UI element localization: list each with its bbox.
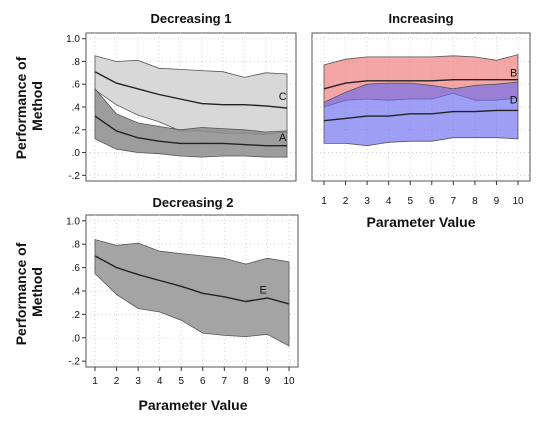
x-axis-title: Parameter Value	[139, 397, 248, 413]
x-tick-label: 9	[265, 376, 271, 387]
y-tick-label: .0	[72, 333, 81, 344]
y-axis-title-text: Performance of	[13, 56, 29, 159]
y-axis-title: Performance of Method	[13, 239, 45, 346]
band-center-line-d	[323, 109, 518, 122]
band-center-line-b	[323, 79, 518, 90]
x-tick-label: 8	[472, 196, 478, 207]
y-tick-label: -.2	[68, 357, 80, 368]
band-label: A	[279, 132, 287, 144]
y-ticks: 1.0 .8 .6 .4 .2 .0 -.2	[66, 34, 86, 182]
x-tick-label: 3	[135, 376, 141, 387]
panel-increasing: Increasing BD 1 2 3 4 5 6 7 8 9 10 Parameter Valu…	[311, 11, 531, 230]
band-a	[94, 87, 288, 158]
x-tick-label: 10	[512, 196, 524, 207]
panel-decreasing-2: Decreasing 2 E 1.0 .8 .6 .4 .2 .0 -.2 1 2 3 4 5 6 7 8…	[13, 195, 299, 413]
bands: CA	[94, 55, 288, 158]
x-ticks: 1 2 3 4 5 6 7 8 9 10	[92, 367, 295, 387]
band-e	[94, 239, 290, 347]
y-tick-label: .0	[72, 148, 81, 159]
y-tick-label: .8	[72, 57, 81, 68]
x-tick-label: 10	[283, 376, 295, 387]
panel-title: Decreasing 2	[153, 195, 234, 210]
x-tick-label: 6	[200, 376, 206, 387]
x-tick-label: 3	[364, 196, 370, 207]
x-ticks: 1 2 3 4 5 6 7 8 9 10	[321, 181, 524, 207]
y-tick-label: .2	[72, 310, 81, 321]
x-tick-label: 7	[451, 196, 457, 207]
band-center-line-c	[94, 71, 288, 109]
x-tick-label: 7	[222, 376, 228, 387]
y-tick-label: .6	[72, 263, 81, 274]
x-tick-label: 6	[429, 196, 435, 207]
panel-title: Decreasing 1	[151, 11, 232, 26]
x-tick-label: 1	[321, 196, 327, 207]
band-center-line-e	[94, 255, 290, 305]
x-tick-label: 2	[114, 376, 120, 387]
bands: BD	[323, 54, 519, 147]
x-tick-label: 4	[386, 196, 392, 207]
x-tick-label: 8	[243, 376, 249, 387]
y-ticks: 1.0 .8 .6 .4 .2 .0 -.2	[66, 216, 86, 368]
y-axis-title-text-line2: Method	[29, 267, 45, 317]
y-tick-label: -.2	[68, 171, 80, 182]
y-tick-label: .8	[72, 240, 81, 251]
x-tick-label: 5	[407, 196, 413, 207]
y-axis-title-text-line2: Method	[29, 81, 45, 131]
y-tick-label: .2	[72, 125, 81, 136]
y-tick-label: .6	[72, 80, 81, 91]
x-tick-label: 9	[494, 196, 500, 207]
y-tick-label: 1.0	[66, 34, 80, 45]
bands: E	[94, 239, 290, 347]
band-center-line-a	[94, 115, 287, 147]
y-axis-title: Performance of Method	[13, 53, 45, 160]
panel-title: Increasing	[388, 11, 453, 26]
band-label: C	[279, 91, 287, 103]
band-label: D	[510, 95, 518, 107]
band-label: B	[510, 67, 517, 79]
x-axis-title: Parameter Value	[367, 214, 476, 230]
y-tick-label: .4	[72, 287, 81, 298]
y-axis-title-text: Performance of	[13, 242, 29, 345]
band-label: E	[259, 284, 266, 296]
x-tick-label: 1	[92, 376, 98, 387]
y-tick-label: .4	[72, 103, 81, 114]
y-tick-label: 1.0	[66, 216, 80, 227]
x-tick-label: 5	[178, 376, 184, 387]
x-tick-label: 2	[343, 196, 349, 207]
panel-decreasing-1: Decreasing 1 CA 1.0.8.6.4.2.0-.2 Perform…	[13, 11, 297, 182]
x-tick-label: 4	[157, 376, 163, 387]
